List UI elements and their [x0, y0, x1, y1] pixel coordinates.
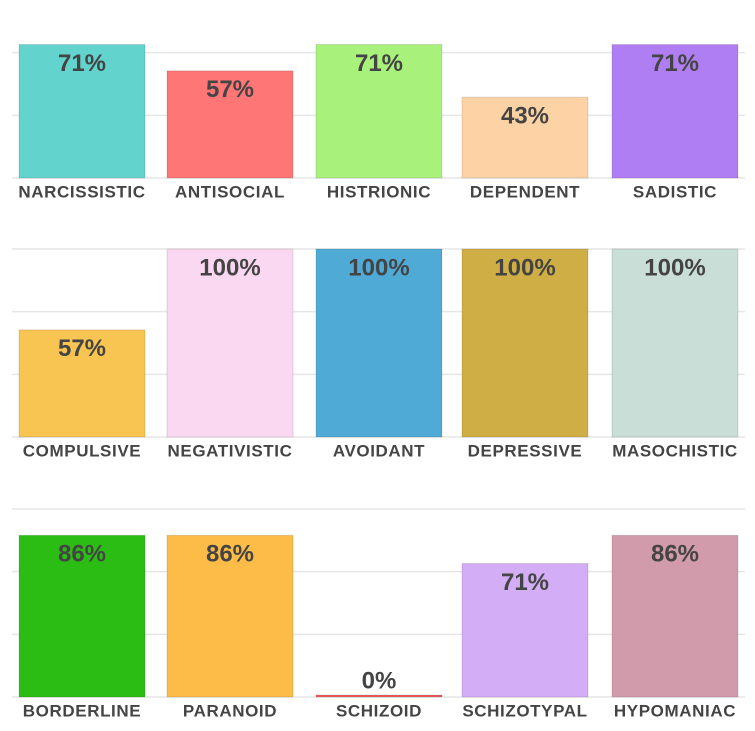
category-label: AVOIDANT: [333, 441, 425, 460]
category-label: HISTRIONIC: [327, 182, 431, 201]
category-label: BORDERLINE: [23, 701, 141, 720]
bar: [461, 96, 589, 179]
bar: [315, 694, 443, 698]
value-label: 0%: [362, 667, 397, 694]
value-label: 71%: [651, 50, 699, 77]
value-label: 100%: [199, 254, 260, 281]
category-label: SADISTIC: [633, 182, 717, 201]
category-label: DEPENDENT: [470, 182, 580, 201]
bar: [166, 534, 294, 698]
bar: [18, 44, 146, 179]
value-label: 57%: [206, 76, 254, 103]
category-label: SCHIZOID: [336, 701, 422, 720]
bar: [166, 70, 294, 179]
bar: [461, 563, 589, 698]
category-label: NEGATIVISTIC: [168, 441, 293, 460]
bar: [611, 534, 739, 698]
value-label: 57%: [58, 335, 106, 362]
bar: [315, 44, 443, 179]
category-label: COMPULSIVE: [23, 441, 141, 460]
value-label: 100%: [644, 254, 705, 281]
category-label: SCHIZOTYPAL: [462, 701, 587, 720]
category-label: DEPRESSIVE: [468, 441, 583, 460]
bar: [315, 248, 443, 438]
bar: [461, 248, 589, 438]
bar: [18, 534, 146, 698]
category-label: NARCISSISTIC: [18, 182, 145, 201]
bar: [611, 44, 739, 179]
category-label: MASOCHISTIC: [612, 441, 738, 460]
value-label: 71%: [501, 569, 549, 596]
value-label: 71%: [58, 50, 106, 77]
bar: [611, 248, 739, 438]
category-label: HYPOMANIAC: [614, 701, 736, 720]
value-label: 86%: [206, 541, 254, 568]
value-label: 71%: [355, 50, 403, 77]
category-label: PARANOID: [183, 701, 277, 720]
value-label: 86%: [651, 541, 699, 568]
value-label: 43%: [501, 103, 549, 130]
bar: [18, 329, 146, 438]
bar: [166, 248, 294, 438]
value-label: 100%: [494, 254, 555, 281]
value-label: 86%: [58, 541, 106, 568]
value-label: 100%: [348, 254, 409, 281]
category-label: ANTISOCIAL: [175, 182, 285, 201]
